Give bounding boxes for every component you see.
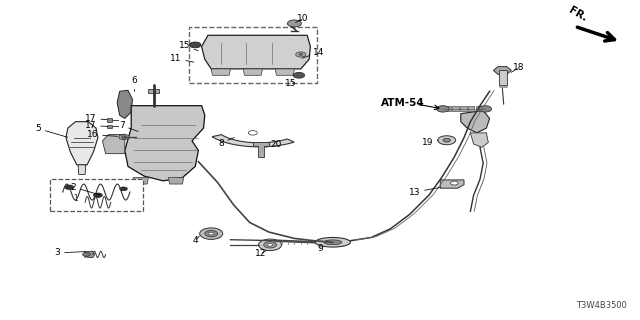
Circle shape <box>209 232 214 235</box>
Polygon shape <box>202 35 310 69</box>
Circle shape <box>438 136 456 145</box>
Polygon shape <box>107 118 112 122</box>
Text: 10: 10 <box>296 14 308 23</box>
Text: 18: 18 <box>511 63 524 72</box>
Bar <box>148 89 159 93</box>
Text: 6: 6 <box>132 76 137 92</box>
Text: 12: 12 <box>255 249 267 258</box>
Polygon shape <box>461 110 490 133</box>
Polygon shape <box>133 178 148 184</box>
Text: 7: 7 <box>119 121 138 132</box>
Polygon shape <box>476 106 482 111</box>
Circle shape <box>65 185 74 189</box>
Polygon shape <box>66 122 98 165</box>
Text: 20: 20 <box>266 140 282 149</box>
Circle shape <box>443 138 451 142</box>
Text: 14: 14 <box>302 48 324 58</box>
Polygon shape <box>243 69 262 75</box>
Text: 16: 16 <box>87 130 118 139</box>
Bar <box>499 69 507 85</box>
Polygon shape <box>102 134 125 154</box>
Polygon shape <box>460 106 467 111</box>
Circle shape <box>436 106 449 112</box>
Polygon shape <box>440 180 464 188</box>
Polygon shape <box>211 69 230 75</box>
Circle shape <box>451 181 458 185</box>
Text: 5: 5 <box>36 124 68 137</box>
Text: 1: 1 <box>73 194 78 203</box>
Circle shape <box>259 239 282 251</box>
Circle shape <box>122 136 127 138</box>
Circle shape <box>83 252 90 256</box>
Circle shape <box>200 228 223 239</box>
Text: 3: 3 <box>55 248 86 257</box>
Polygon shape <box>84 251 95 258</box>
Polygon shape <box>78 165 86 174</box>
Circle shape <box>205 230 218 237</box>
Circle shape <box>479 106 492 112</box>
Circle shape <box>293 72 305 78</box>
Circle shape <box>299 53 303 55</box>
Text: ATM-54: ATM-54 <box>381 98 424 108</box>
Text: 8: 8 <box>218 138 234 148</box>
Text: T3W4B3500: T3W4B3500 <box>577 301 627 310</box>
Polygon shape <box>212 135 294 147</box>
Text: 9: 9 <box>317 244 323 253</box>
Text: 19: 19 <box>422 138 438 147</box>
Text: FR.: FR. <box>567 5 589 24</box>
Polygon shape <box>119 134 129 140</box>
Polygon shape <box>468 106 474 111</box>
Circle shape <box>93 193 102 197</box>
Text: 17: 17 <box>85 114 108 123</box>
Circle shape <box>287 20 301 27</box>
Polygon shape <box>253 142 269 157</box>
Bar <box>189 27 317 83</box>
Circle shape <box>120 187 127 191</box>
Text: 11: 11 <box>170 54 194 63</box>
Polygon shape <box>275 69 294 75</box>
Polygon shape <box>125 106 205 181</box>
Polygon shape <box>107 125 112 128</box>
Circle shape <box>268 244 273 246</box>
Circle shape <box>189 42 201 48</box>
Polygon shape <box>493 67 511 74</box>
Polygon shape <box>168 178 184 184</box>
Text: 13: 13 <box>409 188 440 196</box>
Bar <box>50 179 143 211</box>
Circle shape <box>264 242 276 248</box>
Text: 15: 15 <box>285 79 297 88</box>
Text: 17: 17 <box>85 121 108 130</box>
Ellipse shape <box>315 237 351 247</box>
Polygon shape <box>445 106 451 111</box>
Text: 2: 2 <box>71 183 100 195</box>
Polygon shape <box>470 133 488 147</box>
Circle shape <box>296 52 306 57</box>
Circle shape <box>248 131 257 135</box>
Ellipse shape <box>324 240 342 245</box>
Polygon shape <box>117 90 132 118</box>
Text: 15: 15 <box>179 41 198 51</box>
Text: 4: 4 <box>193 236 200 245</box>
Polygon shape <box>452 106 459 111</box>
